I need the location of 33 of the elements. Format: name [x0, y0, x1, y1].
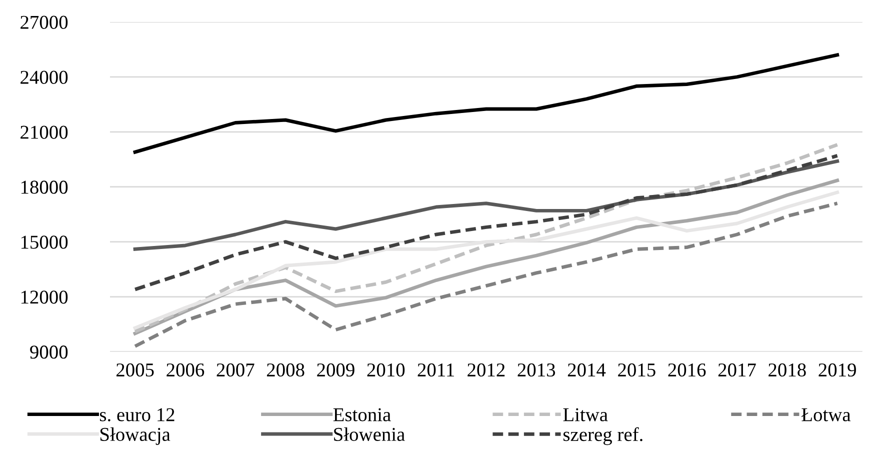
x-tick-label: 2011 [418, 363, 454, 377]
legend-label: s. euro 12 [100, 408, 174, 422]
x-tick-label: 2008 [266, 363, 304, 377]
y-tick-label: 12000 [21, 290, 68, 304]
x-tick-label: 2015 [618, 363, 656, 377]
legend-label: Słowenia [334, 427, 405, 441]
x-tick-label: 2013 [518, 363, 556, 377]
line-series [133, 202, 840, 348]
legend-label: szereg ref. [563, 427, 642, 446]
x-tick-label: 2006 [166, 363, 204, 377]
legend-label: Łotwa [802, 408, 851, 422]
x-tick-label: 2007 [216, 363, 254, 377]
y-tick-label: 9000 [30, 346, 68, 359]
legend-label: Litwa [563, 408, 608, 422]
y-tick-label: 24000 [20, 70, 68, 84]
line-series [133, 53, 840, 154]
line-series [133, 142, 840, 334]
y-tick-label: 15000 [21, 236, 68, 249]
x-tick-label: 2009 [317, 363, 354, 377]
x-tick-label: 2014 [568, 363, 606, 377]
x-tick-label: 2018 [768, 363, 806, 377]
x-tick-label: 2005 [116, 363, 154, 377]
line-series [133, 154, 840, 292]
x-tick-label: 2019 [818, 363, 856, 377]
x-tick-label: 2016 [668, 363, 706, 377]
legend-label: Estonia [333, 408, 391, 422]
x-tick-label: 2012 [468, 363, 505, 377]
y-tick-label: 21000 [20, 126, 68, 139]
y-tick-label: 27000 [20, 16, 68, 29]
x-tick-label: 2017 [718, 363, 756, 377]
x-tick-label: 2010 [367, 363, 405, 377]
y-tick-label: 18000 [21, 180, 68, 194]
legend-label: Słowacja [100, 427, 170, 445]
